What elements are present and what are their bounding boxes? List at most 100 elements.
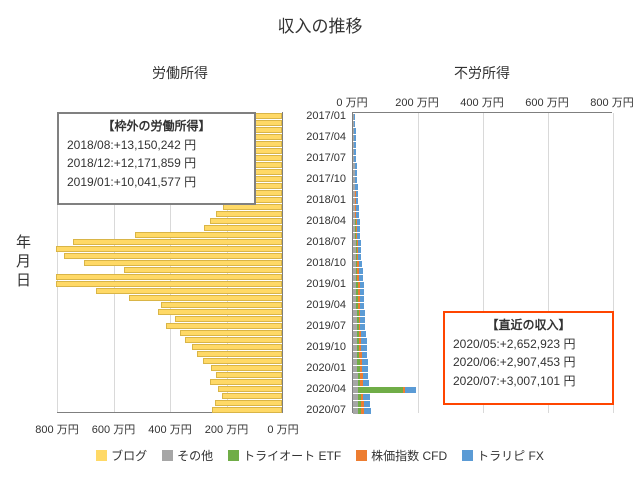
- axis-tick-label: 0 万円: [267, 424, 299, 436]
- legend-swatch: [96, 450, 108, 461]
- legend-label: その他: [177, 449, 214, 463]
- annotation-line: 2019/01:+10,041,577 円: [67, 174, 197, 189]
- bar-segment: [356, 254, 358, 260]
- bar-segment: [355, 268, 358, 274]
- out-of-frame-annotation: 【枠外の労働所得】 2018/08:+13,150,242 円 2018/12:…: [57, 112, 256, 205]
- category-label: 2017/01: [306, 110, 346, 122]
- passive-income-bar: [353, 324, 366, 330]
- passive-income-bar: [353, 163, 357, 169]
- bar-segment: [354, 163, 357, 169]
- bar-segment: [360, 310, 365, 316]
- bar-segment: [355, 205, 359, 211]
- bar-segment: [353, 135, 355, 141]
- bar-segment: [355, 198, 359, 204]
- bar-segment: [355, 191, 359, 197]
- legend-swatch: [356, 450, 368, 461]
- bar-segment: [353, 156, 355, 162]
- bar-segment: [354, 142, 356, 148]
- passive-income-bar: [353, 219, 360, 225]
- bar-segment: [357, 240, 362, 246]
- passive-income-bar: [353, 114, 356, 120]
- bar-segment: [353, 408, 358, 414]
- labor-income-bar: [214, 400, 282, 406]
- bar-segment: [360, 317, 366, 323]
- passive-income-bar: [353, 191, 359, 197]
- bar-segment: [353, 331, 357, 337]
- bar-segment: [359, 282, 364, 288]
- passive-income-bar: [353, 310, 365, 316]
- passive-income-bar: [353, 345, 367, 351]
- passive-income-bar: [353, 268, 363, 274]
- bar-segment: [358, 331, 362, 337]
- passive-income-bar: [353, 135, 356, 141]
- bar-segment: [353, 324, 357, 330]
- bar-segment: [353, 394, 358, 400]
- bar-segment: [353, 296, 357, 302]
- bar-segment: [356, 324, 359, 330]
- passive-income-plot: [352, 112, 614, 414]
- labor-income-bar: [64, 253, 282, 259]
- labor-income-bar: [211, 365, 282, 371]
- category-label: 2019/01: [306, 278, 346, 290]
- passive-income-bar: [353, 359, 368, 365]
- labor-income-bar: [209, 218, 282, 224]
- bar-segment: [357, 296, 360, 302]
- bar-segment: [360, 324, 366, 330]
- bar-segment: [353, 142, 355, 148]
- bar-segment: [357, 366, 360, 372]
- bar-segment: [353, 212, 355, 218]
- bar-segment: [355, 212, 359, 218]
- bar-segment: [355, 184, 358, 190]
- bar-segment: [355, 226, 356, 232]
- bar-segment: [354, 191, 356, 197]
- bar-segment: [356, 289, 358, 295]
- bar-segment: [358, 310, 361, 316]
- category-label: 2018/10: [306, 257, 346, 269]
- legend-swatch: [228, 450, 240, 461]
- category-label: 2019/10: [306, 341, 346, 353]
- bar-segment: [353, 275, 356, 281]
- bar-segment: [363, 394, 370, 400]
- category-label: 2020/07: [306, 404, 346, 416]
- bar-segment: [353, 149, 355, 155]
- bar-segment: [360, 380, 364, 386]
- passive-income-bar: [353, 289, 364, 295]
- bar-segment: [355, 233, 357, 239]
- labor-income-bar: [166, 323, 282, 329]
- bar-segment: [359, 289, 364, 295]
- passive-income-bar: [353, 240, 362, 246]
- bar-segment: [354, 135, 356, 141]
- axis-tick-label: 800 万円: [35, 424, 79, 436]
- bar-segment: [359, 338, 362, 344]
- gridline: [418, 113, 419, 413]
- bar-segment: [362, 359, 368, 365]
- axis-tick-label: 200 万円: [204, 424, 249, 436]
- bar-segment: [357, 282, 360, 288]
- bar-segment: [354, 170, 357, 176]
- category-label: 2017/10: [306, 173, 346, 185]
- bar-segment: [353, 282, 357, 288]
- passive-income-bar: [353, 121, 356, 127]
- labor-income-bar: [255, 113, 282, 119]
- labor-income-bar: [212, 407, 282, 413]
- bar-segment: [361, 338, 367, 344]
- bar-segment: [356, 226, 361, 232]
- bar-segment: [353, 177, 355, 183]
- labor-income-bar: [191, 344, 282, 350]
- bar-segment: [353, 373, 358, 379]
- bar-segment: [353, 191, 355, 197]
- passive-income-bar: [353, 170, 357, 176]
- passive-income-bar: [353, 177, 357, 183]
- bar-segment: [358, 268, 363, 274]
- bar-segment: [353, 268, 356, 274]
- category-label: 2019/07: [306, 320, 346, 332]
- bar-segment: [355, 233, 356, 239]
- bar-segment: [405, 387, 417, 393]
- axis-tick-label: 200 万円: [395, 97, 439, 109]
- bar-segment: [354, 184, 356, 190]
- bar-segment: [356, 345, 360, 351]
- bar-segment: [362, 366, 368, 372]
- bar-segment: [353, 233, 356, 239]
- labor-income-bar: [129, 295, 282, 301]
- bar-segment: [358, 324, 361, 330]
